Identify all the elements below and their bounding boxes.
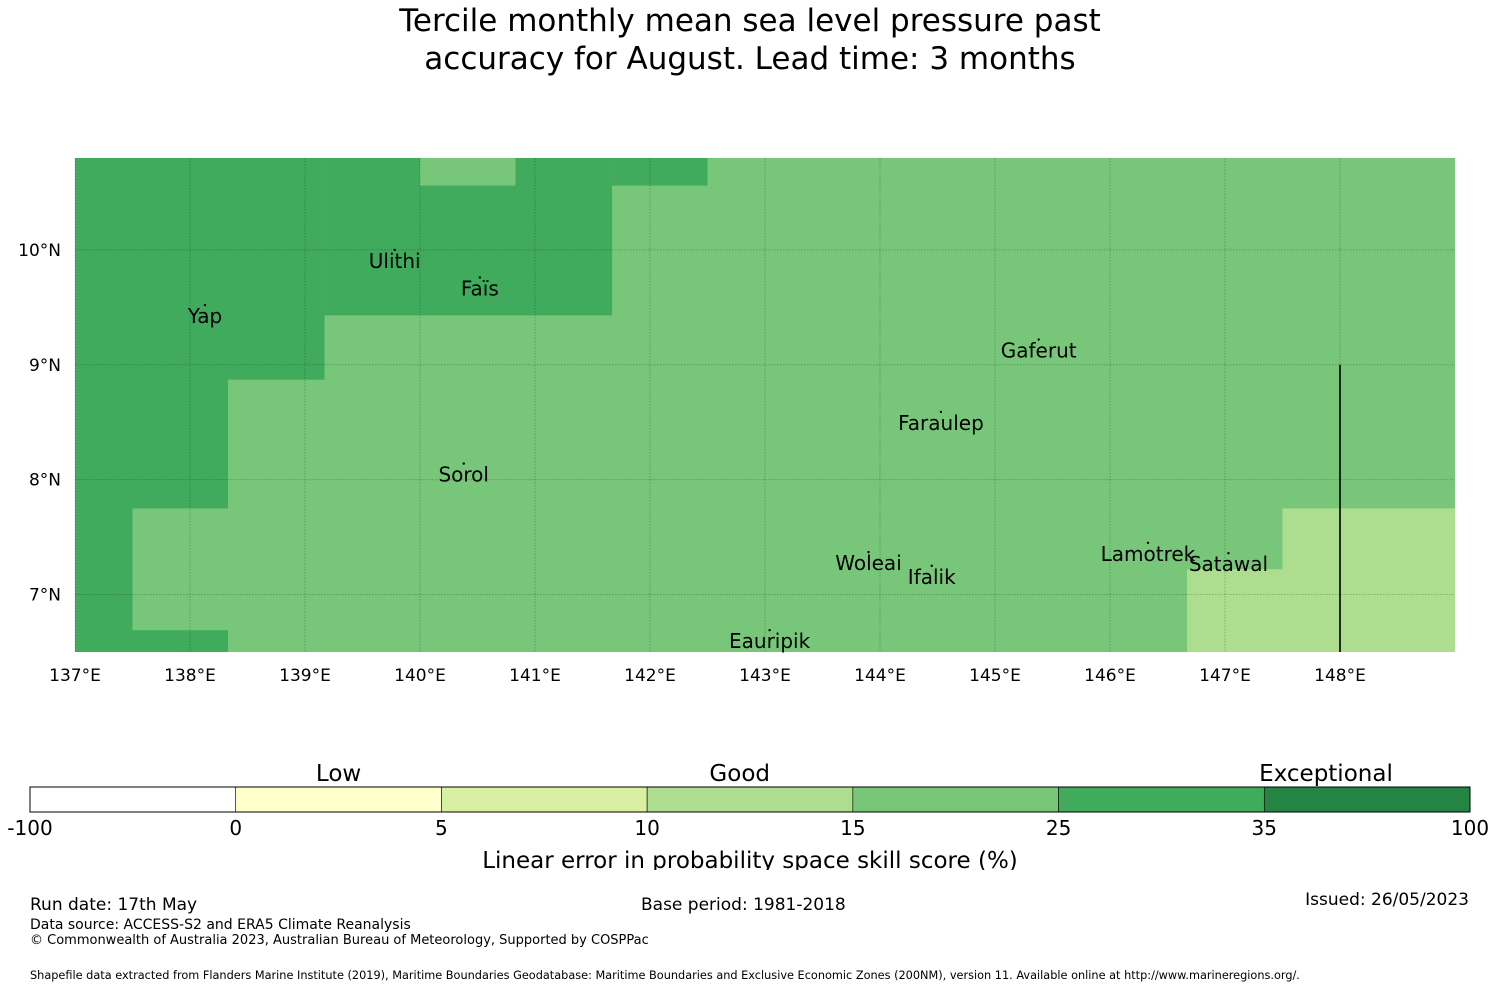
legend-tick-label: 15 bbox=[840, 816, 865, 840]
map-layer: 137°E 138°E 139°E 140°E 141°E 142°E 143°E 144°E… bbox=[18, 158, 1455, 686]
lat-tick-label: 8°N bbox=[29, 471, 61, 491]
skill-region bbox=[612, 158, 708, 186]
island-marker bbox=[1037, 338, 1040, 341]
chart-title: Tercile monthly mean sea level pressure … bbox=[250, 2, 1250, 78]
run-date: Run date: 17th May bbox=[30, 895, 198, 915]
lon-tick-label: 143°E bbox=[739, 666, 791, 686]
copyright: © Commonwealth of Australia 2023, Austra… bbox=[30, 933, 649, 948]
island-marker bbox=[768, 628, 771, 632]
island-label: Ulithi bbox=[369, 249, 421, 273]
lon-tick-label: 146°E bbox=[1084, 666, 1136, 686]
legend-swatch bbox=[852, 786, 1059, 813]
island-label: Satawal bbox=[1189, 552, 1268, 576]
skill-map: 137°E 138°E 139°E 140°E 141°E 142°E 143°E 144°E… bbox=[7, 158, 1489, 870]
island-marker bbox=[930, 564, 933, 568]
lon-tick-label: 147°E bbox=[1199, 666, 1251, 686]
lon-tick-label: 138°E bbox=[164, 666, 216, 686]
island-label: Faraulep bbox=[898, 411, 984, 435]
island-marker bbox=[1227, 552, 1230, 555]
island-marker bbox=[393, 248, 396, 252]
legend-tick-label: 35 bbox=[1252, 816, 1277, 840]
legend-tick-label: 100 bbox=[1451, 816, 1489, 840]
lat-tick-label: 7°N bbox=[29, 586, 61, 606]
legend-tick-label: 5 bbox=[435, 816, 448, 840]
lat-tick-label: 10°N bbox=[18, 241, 61, 261]
island-label: Faïs bbox=[461, 276, 499, 300]
legend-axis-label: Linear error in probability space skill … bbox=[482, 848, 1018, 870]
legend-frame bbox=[29, 786, 1471, 813]
legend-swatch bbox=[1263, 786, 1471, 813]
legend-tick-label: 0 bbox=[229, 816, 242, 840]
skill-region bbox=[1187, 569, 1283, 652]
island-label: Sorol bbox=[438, 463, 489, 487]
island-label: Yap bbox=[187, 304, 222, 328]
legend-swatch bbox=[29, 786, 237, 813]
island-label: Eauripik bbox=[729, 629, 811, 653]
legend-swatch bbox=[1058, 786, 1265, 813]
data-source: Data source: ACCESS-S2 and ERA5 Climate … bbox=[30, 917, 411, 933]
shapefile-credit: Shapefile data extracted from Flanders M… bbox=[30, 969, 1300, 982]
lon-tick-label: 141°E bbox=[509, 666, 561, 686]
island-label: Ifalik bbox=[908, 565, 956, 589]
legend-tick-label: -100 bbox=[7, 816, 52, 840]
lon-tick-label: 148°E bbox=[1314, 666, 1366, 686]
island-label: Gaferut bbox=[1001, 339, 1077, 363]
skill-region bbox=[227, 158, 325, 380]
chart-title-line2: accuracy for August. Lead time: 3 months bbox=[424, 41, 1076, 77]
lon-tick-label: 137°E bbox=[49, 666, 101, 686]
skill-region bbox=[132, 508, 228, 631]
island-marker bbox=[462, 462, 465, 465]
legend-category-label: Good bbox=[709, 761, 770, 787]
issued-date: Issued: 26/05/2023 bbox=[1305, 890, 1469, 910]
legend-swatch bbox=[235, 786, 442, 813]
legend-tick-label: 10 bbox=[634, 816, 659, 840]
skill-region bbox=[420, 158, 516, 186]
island-label: Woleai bbox=[835, 551, 902, 575]
legend-swatch bbox=[646, 786, 854, 813]
legend-colorbar: -100 0 5 10 15 25 35 100 Low Good Exceptional Linea… bbox=[7, 761, 1489, 870]
lat-tick-label: 9°N bbox=[29, 356, 61, 376]
legend-swatch bbox=[441, 786, 648, 813]
island-marker bbox=[478, 276, 481, 279]
lon-tick-label: 145°E bbox=[969, 666, 1021, 686]
lon-tick-label: 142°E bbox=[624, 666, 676, 686]
lon-tick-label: 140°E bbox=[394, 666, 446, 686]
legend-category-label: Exceptional bbox=[1259, 761, 1393, 787]
island-marker bbox=[867, 550, 870, 554]
lon-tick-label: 144°E bbox=[854, 666, 906, 686]
base-period: Base period: 1981-2018 bbox=[641, 895, 846, 915]
island-label: Lamotrek bbox=[1101, 542, 1196, 566]
chart-title-line1: Tercile monthly mean sea level pressure … bbox=[399, 3, 1101, 39]
legend-category-label: Low bbox=[316, 761, 361, 787]
skill-region bbox=[1282, 508, 1455, 652]
lon-tick-label: 139°E bbox=[279, 666, 331, 686]
legend-tick-label: 25 bbox=[1046, 816, 1071, 840]
island-marker bbox=[939, 410, 943, 414]
island-marker bbox=[203, 303, 207, 307]
island-marker bbox=[1146, 541, 1150, 545]
